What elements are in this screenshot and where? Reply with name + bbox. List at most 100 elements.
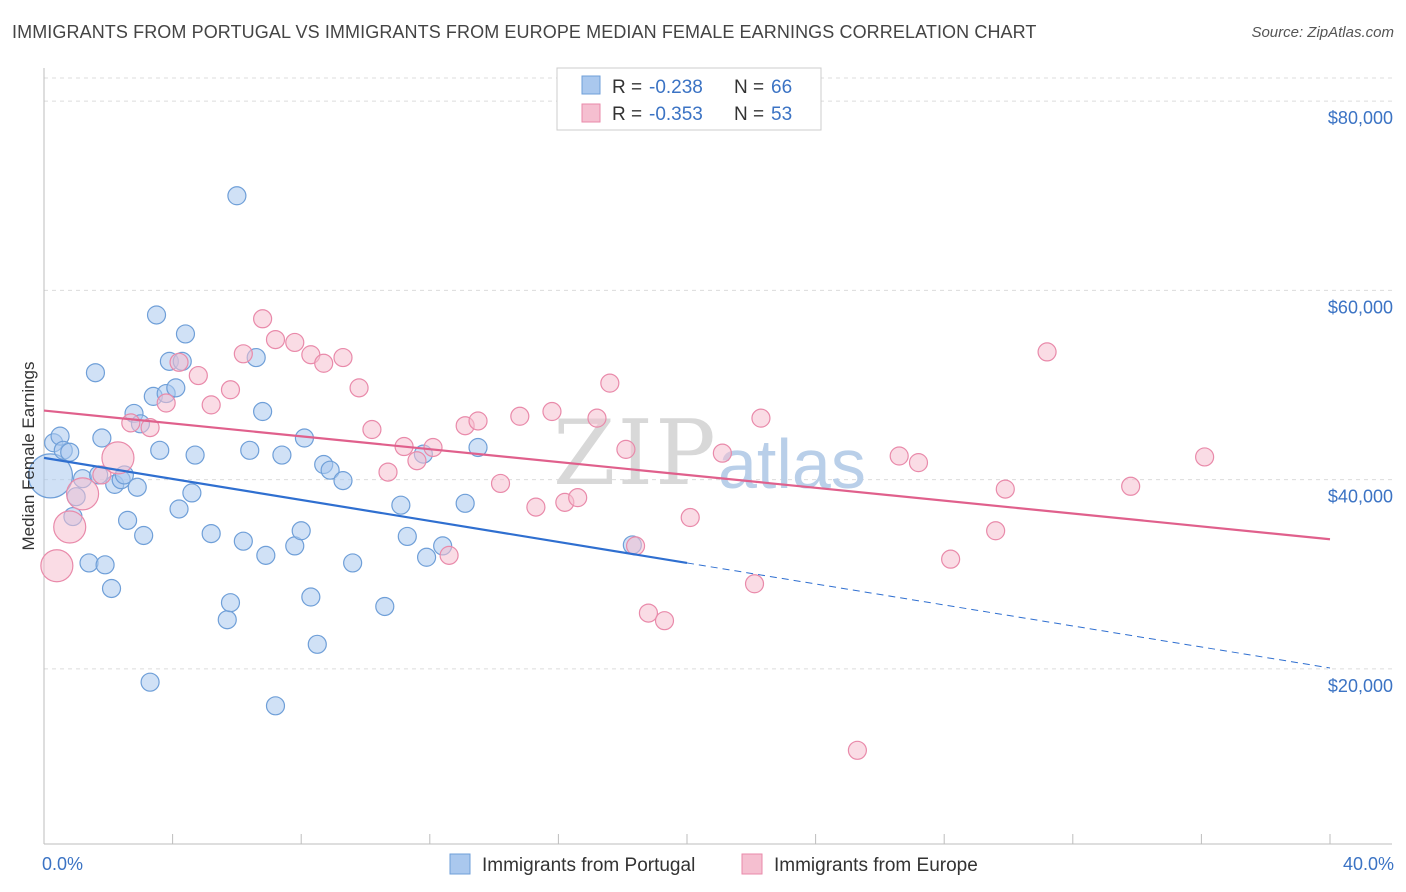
point-portugal [146,305,167,325]
point-europe [220,380,241,400]
point-europe [423,437,443,458]
legend-swatch-portugal [449,853,471,875]
trend-line-europe [43,409,1331,541]
point-europe [362,419,382,440]
point-portugal [256,545,276,565]
point-portugal [240,440,260,460]
point-europe [680,507,700,528]
legend: Immigrants from Portugal Immigrants from… [449,853,978,876]
point-europe [233,344,253,364]
point-portugal [307,634,327,654]
point-portugal [455,493,475,513]
point-europe [101,441,135,475]
point-portugal [92,428,112,448]
point-portugal [134,525,154,546]
legend-label-portugal: Immigrants from Portugal [482,855,695,876]
point-europe [285,332,305,353]
point-europe [712,443,732,463]
point-portugal [101,578,122,599]
point-portugal [220,593,241,613]
y-tick-label: $60,000 [1328,297,1393,317]
point-portugal [301,587,321,607]
y-axis-label: Median Female Earnings [19,362,38,551]
point-europe [156,393,176,413]
point-europe [378,462,398,482]
trend-line-portugal [43,456,688,565]
point-portugal [333,471,353,491]
stats-portugal-r-label: R = [612,77,642,98]
point-europe [169,352,189,372]
point-europe [995,479,1015,499]
point-portugal [233,531,253,551]
point-portugal [217,610,237,630]
point-portugal [468,437,488,458]
point-portugal [343,553,363,573]
point-portugal [227,186,247,206]
point-europe [751,408,771,428]
point-europe [349,378,369,398]
points-layer [27,186,1215,760]
stats-europe-n-value: 53 [771,104,792,125]
source-credit: Source: ZipAtlas.com [1251,24,1394,41]
trend-layer [43,409,1331,669]
point-portugal [185,445,205,465]
point-europe [121,413,141,433]
point-europe [201,395,221,415]
point-europe [53,510,87,544]
point-europe [587,408,607,428]
point-europe [941,549,961,569]
point-europe [439,545,459,565]
stats-box: R = -0.238 N = 66 R = -0.353 N = 53 [556,67,822,131]
point-portugal [95,555,115,575]
point-europe [407,451,427,471]
y-tick-label: $40,000 [1328,487,1393,507]
x-tick-label-max: 40.0% [1343,854,1394,874]
point-europe [654,611,675,631]
stats-europe-n-label: N = [734,104,764,125]
point-portugal [169,499,189,519]
point-europe [490,473,511,494]
point-portugal [375,596,395,617]
stats-europe-r-value: -0.353 [649,104,703,125]
point-europe [625,536,646,556]
point-portugal [27,453,74,499]
point-europe [1121,476,1141,496]
point-europe [1195,447,1215,467]
point-europe [265,330,286,350]
point-portugal [265,696,286,716]
point-europe [908,453,929,473]
point-europe [333,347,353,368]
x-tick-label-min: 0.0% [42,854,83,874]
point-portugal [272,445,292,465]
point-europe [889,446,909,466]
point-europe [253,309,273,329]
legend-label-europe: Immigrants from Europe [774,855,978,876]
stats-box-frame [556,67,822,131]
point-portugal [320,460,340,480]
y-tick-label: $80,000 [1328,108,1393,128]
ticks-layer: $20,000 $40,000 $60,000 $80,000 0.0% 40.0% [42,108,1394,874]
stats-portugal-r-value: -0.238 [649,77,703,98]
point-europe [92,465,112,485]
point-portugal [127,477,147,497]
point-portugal [182,483,202,503]
chart-title: IMMIGRANTS FROM PORTUGAL VS IMMIGRANTS F… [12,22,1037,42]
legend-swatch-europe [741,853,763,875]
point-portugal [85,363,106,383]
point-portugal [79,553,99,573]
trend-line-portugal-extension [686,562,1331,669]
point-europe [526,497,546,517]
stats-portugal-n-label: N = [734,77,764,98]
point-europe [1037,342,1057,362]
point-europe [468,411,488,431]
grid-layer [44,77,1392,670]
point-portugal [150,440,170,460]
point-europe [542,401,562,422]
point-europe [40,549,74,583]
point-europe [638,603,659,623]
point-portugal [60,442,80,462]
point-europe [510,406,530,426]
point-portugal [140,672,160,692]
point-portugal [175,324,196,344]
point-portugal [291,521,311,541]
